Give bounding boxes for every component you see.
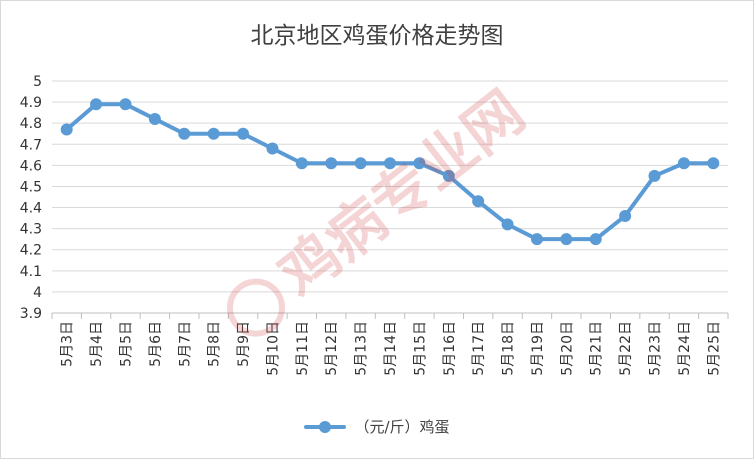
legend: （元/斤）鸡蛋 bbox=[1, 416, 753, 437]
data-point-6 bbox=[237, 127, 250, 140]
x-tick-label-11: 5月14日 bbox=[383, 321, 399, 376]
data-point-18 bbox=[589, 233, 602, 246]
x-tick-label-15: 5月18日 bbox=[501, 321, 517, 376]
x-tick-label-21: 5月24日 bbox=[677, 321, 693, 376]
x-tick-label-22: 5月25日 bbox=[706, 321, 722, 376]
data-point-19 bbox=[619, 209, 632, 222]
data-point-17 bbox=[560, 233, 573, 246]
x-tick-label-5: 5月8日 bbox=[207, 321, 223, 367]
x-tick-label-4: 5月7日 bbox=[177, 321, 193, 367]
x-tick-label-14: 5月17日 bbox=[471, 321, 487, 376]
x-tick-label-13: 5月16日 bbox=[442, 321, 458, 376]
x-tick-label-9: 5月12日 bbox=[324, 321, 340, 376]
data-point-11 bbox=[384, 157, 396, 170]
data-point-22 bbox=[707, 157, 720, 170]
data-point-12 bbox=[413, 157, 426, 170]
data-point-15 bbox=[501, 218, 514, 231]
data-point-13 bbox=[442, 169, 455, 182]
data-point-8 bbox=[295, 157, 308, 170]
x-tick-label-0: 5月3日 bbox=[60, 321, 76, 367]
y-tick-label-2: 4.1 bbox=[20, 264, 42, 280]
data-point-3 bbox=[148, 112, 161, 125]
legend-label: （元/斤）鸡蛋 bbox=[354, 418, 450, 436]
x-tick-label-6: 5月9日 bbox=[236, 321, 252, 367]
x-tick-label-7: 5月10日 bbox=[265, 321, 281, 376]
x-tick-label-17: 5月20日 bbox=[559, 321, 575, 376]
series-line-0 bbox=[64, 102, 716, 242]
data-point-4 bbox=[178, 127, 191, 140]
legend-line-marker-icon bbox=[304, 420, 347, 433]
x-tick-label-18: 5月21日 bbox=[589, 321, 605, 376]
y-tick-label-4: 4.3 bbox=[20, 222, 42, 238]
y-tick-label-8: 4.7 bbox=[20, 137, 42, 153]
data-point-21 bbox=[677, 157, 690, 170]
y-tick-label-11: 5 bbox=[33, 74, 42, 90]
data-point-2 bbox=[119, 98, 132, 111]
x-tick-label-8: 5月11日 bbox=[295, 321, 311, 376]
data-point-16 bbox=[530, 233, 543, 246]
y-tick-label-9: 4.8 bbox=[20, 116, 42, 132]
y-tick-label-5: 4.4 bbox=[20, 201, 42, 217]
data-point-1 bbox=[90, 98, 103, 111]
y-tick-label-1: 4 bbox=[33, 285, 42, 301]
y-tick-label-0: 3.9 bbox=[20, 306, 42, 322]
data-point-9 bbox=[325, 157, 338, 170]
data-point-5 bbox=[207, 127, 220, 140]
x-tick-label-1: 5月4日 bbox=[89, 321, 105, 367]
data-point-14 bbox=[472, 195, 485, 208]
x-tick-label-3: 5月6日 bbox=[148, 321, 164, 367]
x-tick-label-20: 5月23日 bbox=[648, 321, 664, 376]
y-tick-label-10: 4.9 bbox=[20, 95, 42, 111]
y-tick-label-6: 4.5 bbox=[20, 179, 42, 195]
data-point-0 bbox=[60, 123, 73, 136]
x-tick-label-16: 5月19日 bbox=[530, 321, 546, 376]
x-tick-label-19: 5月22日 bbox=[618, 321, 634, 376]
x-tick-label-2: 5月5日 bbox=[118, 321, 134, 367]
chart-title: 北京地区鸡蛋价格走势图 bbox=[250, 23, 504, 49]
x-tick-label-12: 5月15日 bbox=[412, 321, 428, 376]
data-point-7 bbox=[266, 142, 279, 155]
x-tick-label-10: 5月13日 bbox=[354, 321, 370, 376]
y-tick-label-3: 4.2 bbox=[20, 243, 42, 259]
data-point-20 bbox=[648, 169, 661, 182]
y-tick-label-7: 4.6 bbox=[20, 158, 42, 174]
data-point-10 bbox=[354, 157, 367, 170]
